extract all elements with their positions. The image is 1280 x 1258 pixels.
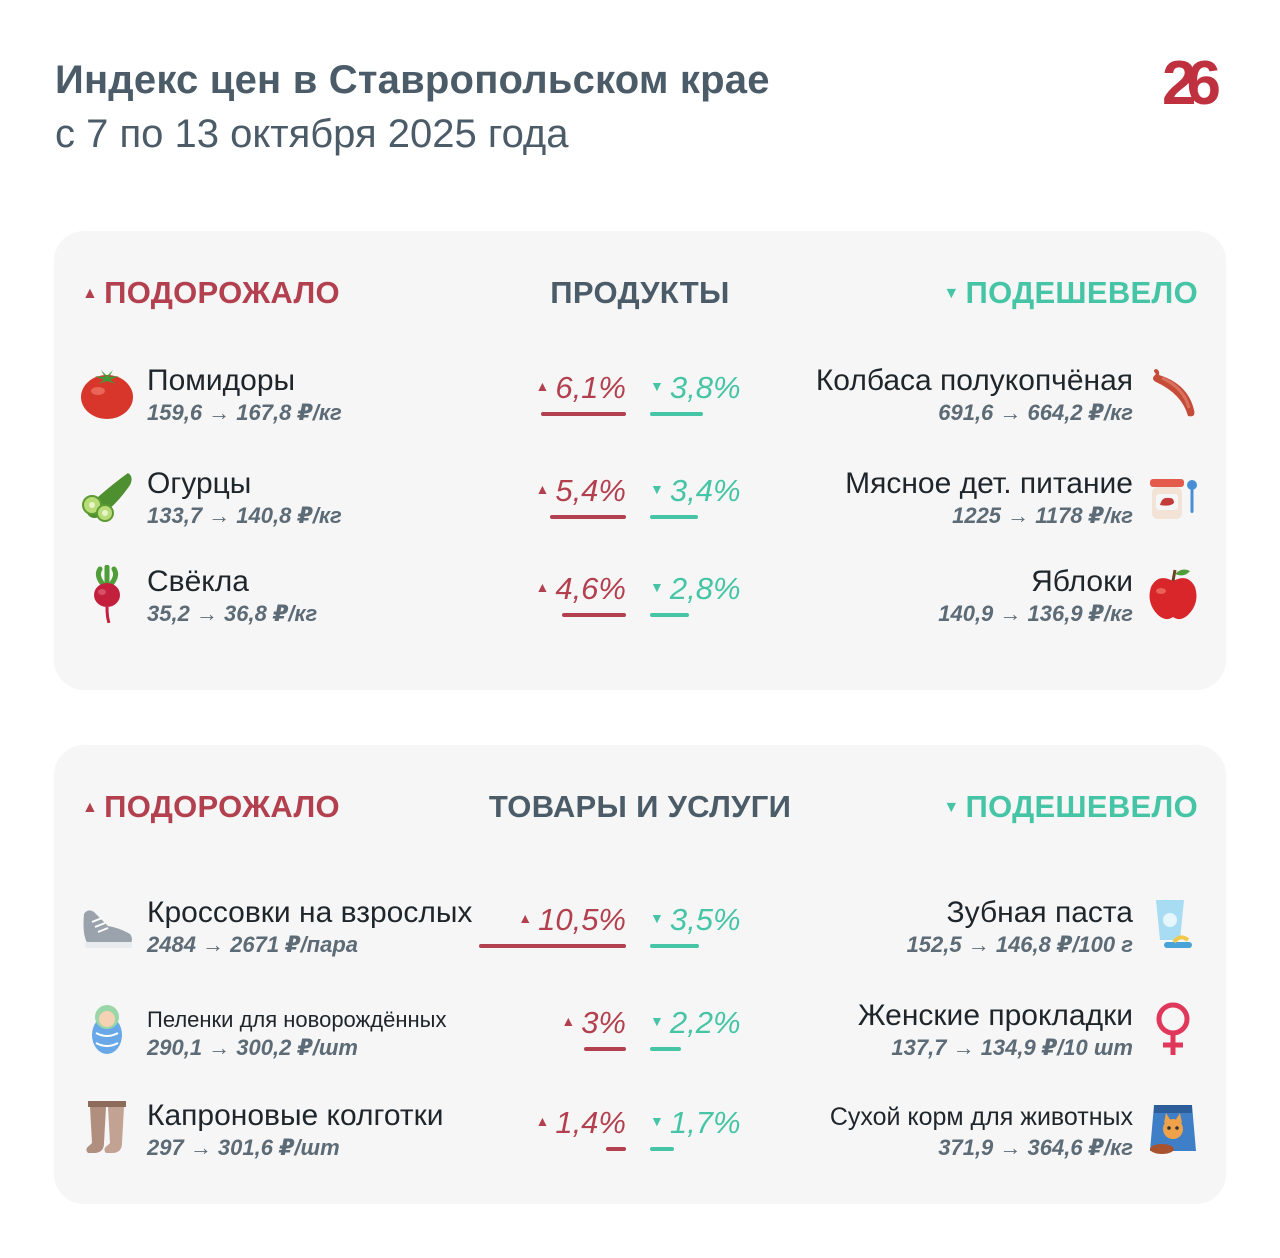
increase-percent: ▲ 10,5% <box>518 902 626 937</box>
down-triangle-icon: ▼ <box>943 799 960 816</box>
item-name: Кроссовки на взрослых <box>147 896 473 929</box>
item-name: Женские прокладки <box>857 999 1133 1032</box>
decrease-bar <box>650 944 699 948</box>
down-triangle-icon: ▼ <box>943 285 960 302</box>
decrease-percent: ▼ 3,5% <box>650 902 741 937</box>
apple-icon <box>1149 569 1197 620</box>
increase-bar <box>606 1147 626 1151</box>
item-price: 1225 → 1178 ₽/кг <box>952 503 1133 528</box>
up-triangle-icon: ▲ <box>82 799 99 816</box>
item-price: 691,6 → 664,2 ₽/кг <box>938 400 1133 425</box>
up-triangle-icon: ▲ <box>82 285 99 302</box>
item-price: 371,9 → 364,6 ₽/кг <box>938 1135 1133 1160</box>
item-name: Огурцы <box>147 467 252 500</box>
decrease-bar <box>650 412 703 416</box>
decrease-bar <box>650 613 689 617</box>
increase-bar <box>541 412 626 416</box>
increase-percent: ▲ 3% <box>561 1005 626 1040</box>
increase-bar <box>584 1047 626 1051</box>
item-price: 2484 → 2671 ₽/пара <box>147 932 358 957</box>
products-up-header: ▲ ПОДОРОЖАЛО <box>82 275 340 311</box>
decrease-bar <box>650 515 698 519</box>
item-price: 140,9 → 136,9 ₽/кг <box>938 601 1133 626</box>
item-price: 290,1 → 300,2 ₽/шт <box>147 1035 358 1060</box>
increase-percent: ▲ 1,4% <box>535 1105 626 1140</box>
decrease-percent: ▼ 3,4% <box>650 473 741 508</box>
decrease-percent: ▼ 2,2% <box>650 1005 741 1040</box>
products-down-header: ▼ ПОДЕШЕВЕЛО <box>943 275 1198 311</box>
products-row: Огурцы 133,7 → 140,8 ₽/кг ▲ 5,4% ▼ 3,4% Мя… <box>54 467 1226 547</box>
item-price: 159,6 → 167,8 ₽/кг <box>147 400 342 425</box>
item-name: Свёкла <box>147 565 249 598</box>
item-name: Пеленки для новорождённых <box>147 1007 447 1032</box>
svg-text:26: 26 <box>1162 49 1219 114</box>
sausage-icon <box>1153 369 1195 417</box>
goods-down-header: ▼ ПОДЕШЕВЕЛО <box>943 789 1198 825</box>
decrease-bar <box>650 1047 681 1051</box>
item-name: Мясное дет. питание <box>845 467 1133 500</box>
logo-26: 26 <box>1162 49 1229 114</box>
decrease-percent: ▼ 3,8% <box>650 370 741 405</box>
tights-icon <box>86 1101 126 1153</box>
increase-percent: ▲ 4,6% <box>535 571 626 606</box>
item-name: Зубная паста <box>946 896 1134 929</box>
item-name: Яблоки <box>1031 565 1133 598</box>
products-title: ПРОДУКТЫ <box>550 275 730 310</box>
decrease-percent: ▼ 1,7% <box>650 1105 741 1140</box>
swaddled-baby-icon <box>92 1005 122 1054</box>
female-sign-icon <box>1156 1002 1190 1055</box>
goods-down-label: ПОДЕШЕВЕЛО <box>965 789 1198 824</box>
item-name: Капроновые колготки <box>147 1099 444 1132</box>
item-price: 137,7 → 134,9 ₽/10 шт <box>891 1035 1133 1060</box>
goods-up-label: ПОДОРОЖАЛО <box>104 789 340 824</box>
toothpaste-icon <box>1156 900 1192 948</box>
item-name: Сухой корм для животных <box>829 1103 1133 1131</box>
beet-icon <box>94 565 120 623</box>
tomato-icon <box>81 370 133 419</box>
item-price: 152,5 → 146,8 ₽/100 г <box>906 932 1133 957</box>
item-price: 133,7 → 140,8 ₽/кг <box>147 503 342 528</box>
baby-food-jar-icon <box>1150 479 1197 519</box>
goods-panel: ▲ ПОДОРОЖАЛО ТОВАРЫ И УСЛУГИ ▼ ПОДЕШЕВЕЛО … <box>54 745 1226 1204</box>
products-row: Помидоры 159,6 → 167,8 ₽/кг ▲ 6,1% ▼ 3,8% … <box>54 364 1226 444</box>
goods-row: Капроновые колготки 297 → 301,6 ₽/шт ▲ 1,… <box>54 1099 1226 1179</box>
increase-percent: ▲ 6,1% <box>535 370 626 405</box>
goods-title: ТОВАРЫ И УСЛУГИ <box>488 789 792 824</box>
item-name: Колбаса полукопчёная <box>815 364 1133 397</box>
item-price: 35,2 → 36,8 ₽/кг <box>147 601 318 626</box>
increase-percent: ▲ 5,4% <box>535 473 626 508</box>
products-down-label: ПОДЕШЕВЕЛО <box>965 275 1198 310</box>
increase-bar <box>479 944 626 948</box>
increase-bar <box>550 515 626 519</box>
increase-bar <box>562 613 626 617</box>
sneaker-icon <box>83 910 132 948</box>
cucumber-icon <box>82 473 132 522</box>
decrease-bar <box>650 1147 674 1151</box>
goods-row: Кроссовки на взрослых 2484 → 2671 ₽/пара… <box>54 896 1226 976</box>
pet-food-bag-icon <box>1150 1105 1196 1154</box>
page-subtitle: с 7 по 13 октября 2025 года <box>55 112 569 156</box>
products-up-label: ПОДОРОЖАЛО <box>104 275 340 310</box>
products-panel: ▲ ПОДОРОЖАЛО ПРОДУКТЫ ▼ ПОДЕШЕВЕЛО Помидор… <box>54 231 1226 690</box>
item-name: Помидоры <box>147 364 296 397</box>
products-row: Свёкла 35,2 → 36,8 ₽/кг ▲ 4,6% ▼ 2,8% Ябло… <box>54 565 1226 645</box>
goods-row: Пеленки для новорождённых 290,1 → 300,2 … <box>54 999 1226 1079</box>
goods-up-header: ▲ ПОДОРОЖАЛО <box>82 789 340 825</box>
item-price: 297 → 301,6 ₽/шт <box>147 1135 340 1160</box>
page-title: Индекс цен в Ставропольском крае <box>55 58 770 102</box>
decrease-percent: ▼ 2,8% <box>650 571 741 606</box>
